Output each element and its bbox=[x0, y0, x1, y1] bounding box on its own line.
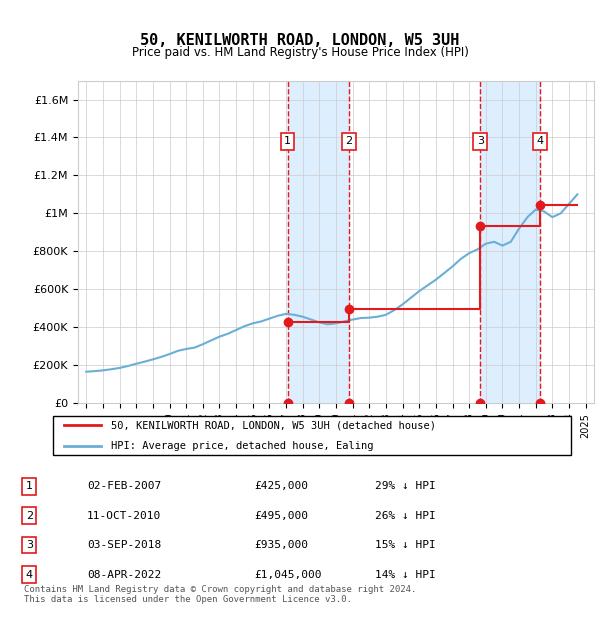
Text: 26% ↓ HPI: 26% ↓ HPI bbox=[375, 511, 436, 521]
Bar bbox=[481, 81, 540, 403]
FancyBboxPatch shape bbox=[53, 416, 571, 455]
Text: 11-OCT-2010: 11-OCT-2010 bbox=[87, 511, 161, 521]
Text: 50, KENILWORTH ROAD, LONDON, W5 3UH (detached house): 50, KENILWORTH ROAD, LONDON, W5 3UH (det… bbox=[112, 420, 436, 430]
Text: 08-APR-2022: 08-APR-2022 bbox=[87, 570, 161, 580]
Text: 1: 1 bbox=[284, 136, 291, 146]
Text: 1: 1 bbox=[26, 481, 33, 491]
Text: 14% ↓ HPI: 14% ↓ HPI bbox=[375, 570, 436, 580]
Text: 4: 4 bbox=[536, 136, 544, 146]
Text: £495,000: £495,000 bbox=[254, 511, 308, 521]
Text: 3: 3 bbox=[477, 136, 484, 146]
Text: 50, KENILWORTH ROAD, LONDON, W5 3UH: 50, KENILWORTH ROAD, LONDON, W5 3UH bbox=[140, 33, 460, 48]
Text: 2: 2 bbox=[26, 511, 33, 521]
Text: Price paid vs. HM Land Registry's House Price Index (HPI): Price paid vs. HM Land Registry's House … bbox=[131, 46, 469, 59]
Text: 3: 3 bbox=[26, 540, 33, 550]
Text: 15% ↓ HPI: 15% ↓ HPI bbox=[375, 540, 436, 550]
Text: £425,000: £425,000 bbox=[254, 481, 308, 491]
Text: 03-SEP-2018: 03-SEP-2018 bbox=[87, 540, 161, 550]
Text: HPI: Average price, detached house, Ealing: HPI: Average price, detached house, Eali… bbox=[112, 441, 374, 451]
Text: 02-FEB-2007: 02-FEB-2007 bbox=[87, 481, 161, 491]
Bar bbox=[287, 81, 349, 403]
Text: 29% ↓ HPI: 29% ↓ HPI bbox=[375, 481, 436, 491]
Text: £1,045,000: £1,045,000 bbox=[254, 570, 322, 580]
Text: 4: 4 bbox=[26, 570, 33, 580]
Text: 2: 2 bbox=[346, 136, 353, 146]
Text: Contains HM Land Registry data © Crown copyright and database right 2024.
This d: Contains HM Land Registry data © Crown c… bbox=[24, 585, 416, 604]
Text: £935,000: £935,000 bbox=[254, 540, 308, 550]
